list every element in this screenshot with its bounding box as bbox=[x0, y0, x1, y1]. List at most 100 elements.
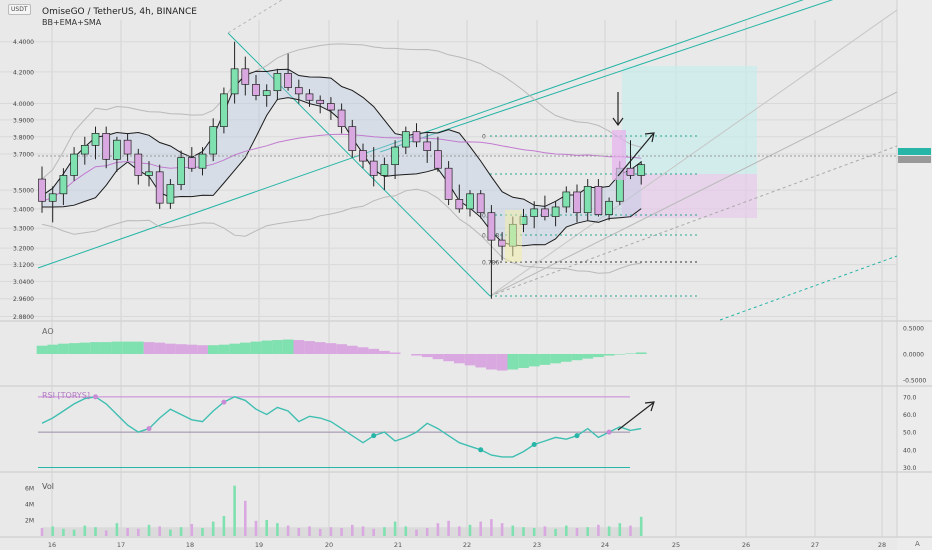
fib-label: 0 bbox=[482, 134, 486, 141]
ao-tick-label: -0.5000 bbox=[903, 377, 926, 384]
rsi-line bbox=[41, 396, 642, 458]
rsi-marker bbox=[221, 399, 227, 405]
vol-bar bbox=[565, 525, 568, 536]
rsi-tick-label: 60.0 bbox=[903, 412, 917, 419]
candle-body bbox=[594, 186, 603, 215]
candle-body bbox=[573, 191, 581, 214]
vol-bar bbox=[425, 528, 429, 536]
ao-bar bbox=[475, 354, 487, 368]
y-tick-label: 2.8800 bbox=[13, 314, 34, 321]
ao-bar bbox=[111, 341, 123, 354]
ao-tick-label: 0.5000 bbox=[903, 326, 924, 333]
rsi-marker bbox=[93, 394, 98, 400]
ao-bar bbox=[197, 345, 208, 354]
ao-bar bbox=[240, 342, 251, 354]
vol-bar bbox=[147, 524, 151, 536]
candle-body bbox=[305, 93, 314, 101]
ao-bar bbox=[47, 344, 59, 354]
ao-bar bbox=[314, 342, 326, 354]
vol-bar bbox=[115, 523, 119, 536]
ao-bar bbox=[582, 354, 594, 359]
ao-bar bbox=[443, 354, 454, 362]
ao-bar bbox=[218, 344, 230, 354]
candle-body bbox=[562, 191, 571, 208]
x-tick-label: 22 bbox=[463, 541, 471, 549]
ao-bar bbox=[229, 343, 240, 354]
vol-bar bbox=[554, 528, 557, 536]
candle-body bbox=[145, 171, 153, 176]
vol-tick-label: 4M bbox=[25, 502, 34, 509]
ao-bar bbox=[593, 354, 604, 358]
ao-bar bbox=[411, 354, 422, 356]
rsi-marker bbox=[574, 433, 580, 439]
x-tick-label: 18 bbox=[186, 541, 194, 549]
candle-body bbox=[455, 199, 464, 210]
bollinger-fill bbox=[42, 69, 642, 246]
x-tick-label: 19 bbox=[255, 541, 263, 549]
ao-bar bbox=[518, 354, 529, 368]
vol-bar bbox=[500, 523, 504, 536]
vol-bar bbox=[94, 527, 97, 536]
rsi-tick-label: 50.0 bbox=[903, 430, 917, 437]
candle-body bbox=[48, 193, 57, 202]
ao-bar bbox=[603, 354, 615, 356]
price-scale-bg bbox=[897, 0, 932, 550]
vol-bar bbox=[276, 523, 279, 536]
rsi-marker bbox=[478, 447, 484, 453]
auto-scale-button: A bbox=[915, 540, 920, 548]
candle-body bbox=[70, 153, 78, 176]
candle-body bbox=[273, 73, 282, 92]
outer-band-lower bbox=[41, 188, 642, 274]
y-tick-label: 3.8000 bbox=[13, 134, 34, 141]
vol-bar bbox=[126, 528, 129, 536]
candle-body bbox=[134, 153, 143, 176]
candle-body bbox=[637, 164, 646, 176]
x-tick-label: 27 bbox=[811, 541, 819, 549]
candle-body bbox=[337, 109, 346, 127]
ao-bar bbox=[379, 350, 390, 354]
outer-band-upper bbox=[41, 43, 642, 180]
vol-bar bbox=[543, 526, 547, 536]
candle-body bbox=[209, 126, 218, 155]
ao-bar bbox=[272, 340, 283, 354]
ao-bar bbox=[154, 342, 166, 354]
rsi-tick-label: 40.0 bbox=[903, 447, 917, 454]
ao-bar bbox=[100, 342, 112, 354]
candle-body bbox=[59, 175, 68, 195]
y-tick-label: 4.0000 bbox=[13, 101, 34, 108]
ao-bar bbox=[143, 342, 155, 354]
ao-bar bbox=[496, 354, 508, 371]
ao-bar bbox=[528, 354, 540, 367]
y-tick-label: 3.9000 bbox=[13, 117, 34, 124]
vol-bar bbox=[233, 485, 236, 536]
candle-body bbox=[220, 93, 228, 127]
vol-bar bbox=[586, 527, 589, 536]
vol-bar bbox=[179, 527, 183, 536]
vol-bar bbox=[607, 526, 611, 536]
candle-body bbox=[284, 73, 292, 88]
ao-bar bbox=[464, 354, 476, 366]
ao-bar bbox=[389, 352, 401, 354]
vol-bar bbox=[254, 520, 258, 536]
ao-tick-label: 0.0000 bbox=[903, 352, 924, 359]
candle-body bbox=[401, 131, 410, 148]
pitchfork-dashed-top bbox=[227, 0, 283, 34]
vol-bar bbox=[222, 516, 226, 536]
ao-bar bbox=[207, 345, 219, 354]
candle-body bbox=[380, 164, 389, 176]
y-tick-label: 4.2000 bbox=[13, 69, 34, 76]
vol-bar bbox=[490, 519, 493, 536]
indicator-list: BB+EMA+SMA bbox=[42, 18, 102, 27]
candle-body bbox=[476, 193, 485, 214]
ao-bar bbox=[368, 348, 380, 354]
ao-bar bbox=[325, 343, 337, 354]
x-tick-label: 26 bbox=[742, 541, 750, 549]
rsi-marker bbox=[371, 433, 377, 439]
candle-body bbox=[187, 157, 196, 169]
ao-bar bbox=[635, 352, 647, 354]
vol-label: Vol bbox=[42, 482, 54, 491]
currency-badge[interactable]: USDT bbox=[8, 4, 31, 15]
x-tick-label: 23 bbox=[533, 541, 541, 549]
